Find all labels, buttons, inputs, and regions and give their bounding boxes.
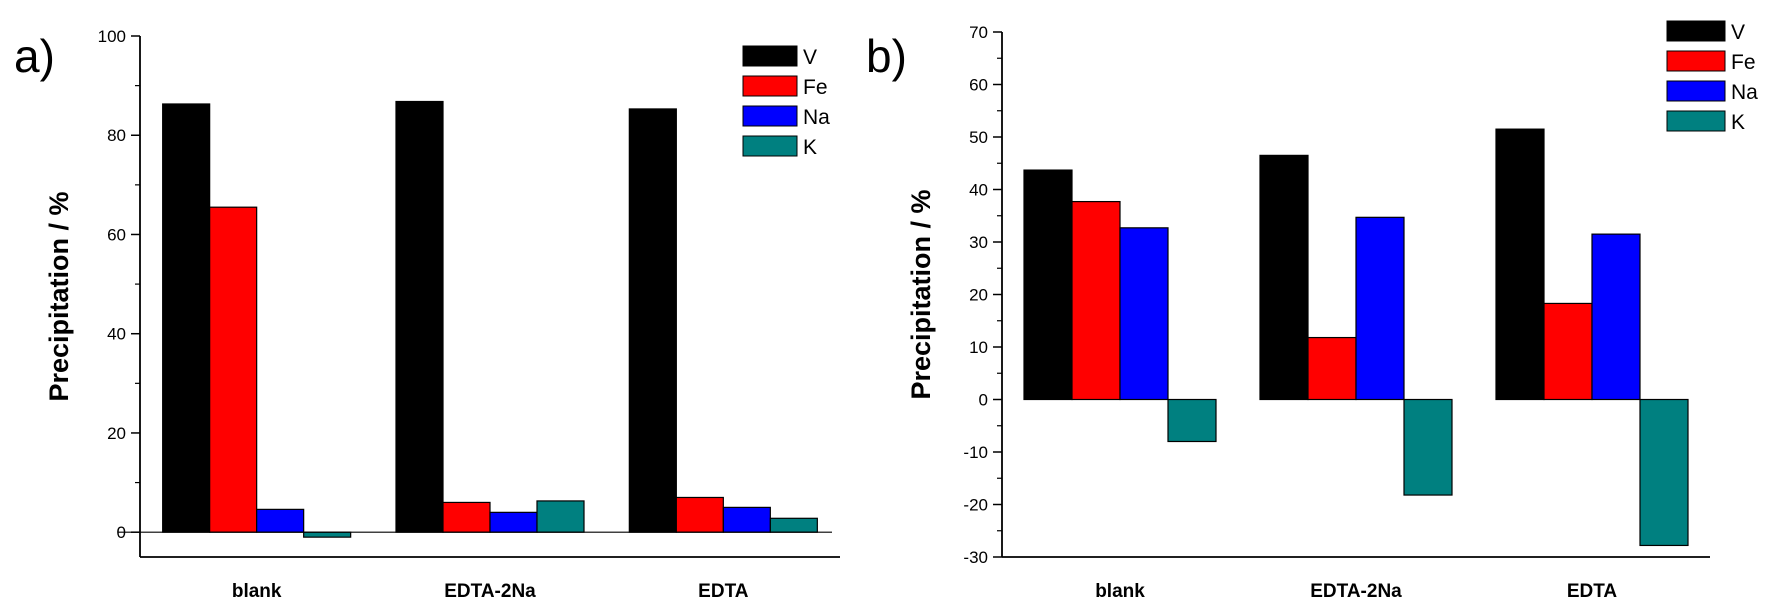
legend-swatch-v — [742, 45, 798, 67]
y-tick-label: 30 — [969, 233, 988, 252]
y-tick-label: 80 — [107, 126, 126, 145]
y-tick-label: 60 — [969, 76, 988, 95]
panel-label: a) — [14, 30, 55, 82]
x-tick-label: blank — [1095, 581, 1145, 602]
y-tick-label: 40 — [969, 181, 988, 200]
legend-label-v: V — [803, 46, 817, 69]
bar-fe-edta — [675, 496, 724, 533]
x-tick-label: EDTA-2Na — [1310, 581, 1402, 602]
bar-v-edta — [1495, 128, 1545, 401]
bar-v-edta — [628, 108, 677, 533]
x-tick-label: blank — [232, 581, 282, 602]
y-tick-label: -10 — [963, 443, 988, 462]
y-tick-label: 70 — [969, 23, 988, 42]
chart-panel-b: b) Precipitation / % -30 -20 -10 0 10 20 30 40 50 6… — [866, 20, 1758, 602]
y-tick-label: 60 — [107, 225, 126, 244]
y-tick-label: 100 — [98, 27, 126, 46]
legend-swatch-v — [1666, 20, 1726, 42]
y-axis-label: Precipitation / % — [906, 189, 936, 399]
bar-fe-edta-2na — [1307, 336, 1357, 401]
bar-fe-blank — [1071, 200, 1121, 401]
x-tick-label: EDTA — [698, 581, 749, 602]
legend-swatch-fe — [1666, 50, 1726, 72]
bar-na-edta-2na — [1355, 216, 1405, 401]
bar-k-edta-2na — [536, 500, 585, 533]
legend-label-k: K — [803, 136, 817, 159]
chart-panel-a: a) Precipitation / % 0 20 40 60 80 100 blank EDTA… — [14, 27, 840, 602]
bar-fe-edta — [1543, 302, 1593, 401]
legend-label-na: Na — [803, 106, 830, 129]
y-tick-label: 20 — [107, 424, 126, 443]
y-tick-label: 10 — [969, 338, 988, 357]
y-tick-label: -30 — [963, 548, 988, 567]
bar-na-blank — [1119, 227, 1169, 401]
bar-na-edta — [722, 506, 771, 533]
legend-label-fe: Fe — [803, 76, 828, 99]
legend-swatch-na — [742, 105, 798, 127]
y-tick-label: 0 — [979, 391, 988, 410]
bar-fe-blank — [209, 206, 258, 533]
bar-v-blank — [162, 103, 211, 533]
y-tick-label: 0 — [117, 523, 126, 542]
x-tick-label: EDTA — [1567, 581, 1618, 602]
bar-k-blank — [303, 531, 352, 538]
legend-label-na: Na — [1731, 81, 1758, 104]
legend-swatch-na — [1666, 80, 1726, 102]
x-tick-label: EDTA-2Na — [444, 581, 536, 602]
legend-label-v: V — [1731, 21, 1745, 44]
bar-na-blank — [256, 508, 305, 533]
bar-k-edta — [769, 517, 818, 533]
legend-label-fe: Fe — [1731, 51, 1756, 74]
bar-k-edta-2na — [1403, 398, 1453, 496]
legend-swatch-k — [742, 135, 798, 157]
bar-fe-edta-2na — [442, 501, 491, 533]
bar-v-blank — [1023, 169, 1073, 401]
y-tick-label: -20 — [963, 496, 988, 515]
y-tick-label: 50 — [969, 128, 988, 147]
y-tick-label: 20 — [969, 286, 988, 305]
y-axis-label: Precipitation / % — [44, 191, 74, 401]
bar-na-edta — [1591, 233, 1641, 401]
legend-swatch-k — [1666, 110, 1726, 132]
y-tick-label: 40 — [107, 325, 126, 344]
legend-swatch-fe — [742, 75, 798, 97]
bar-k-edta — [1639, 398, 1689, 547]
panel-label: b) — [866, 30, 907, 82]
bar-k-blank — [1167, 398, 1217, 443]
bar-na-edta-2na — [489, 511, 538, 533]
legend-label-k: K — [1731, 111, 1745, 134]
bar-v-edta-2na — [395, 100, 444, 533]
bar-v-edta-2na — [1259, 154, 1309, 401]
